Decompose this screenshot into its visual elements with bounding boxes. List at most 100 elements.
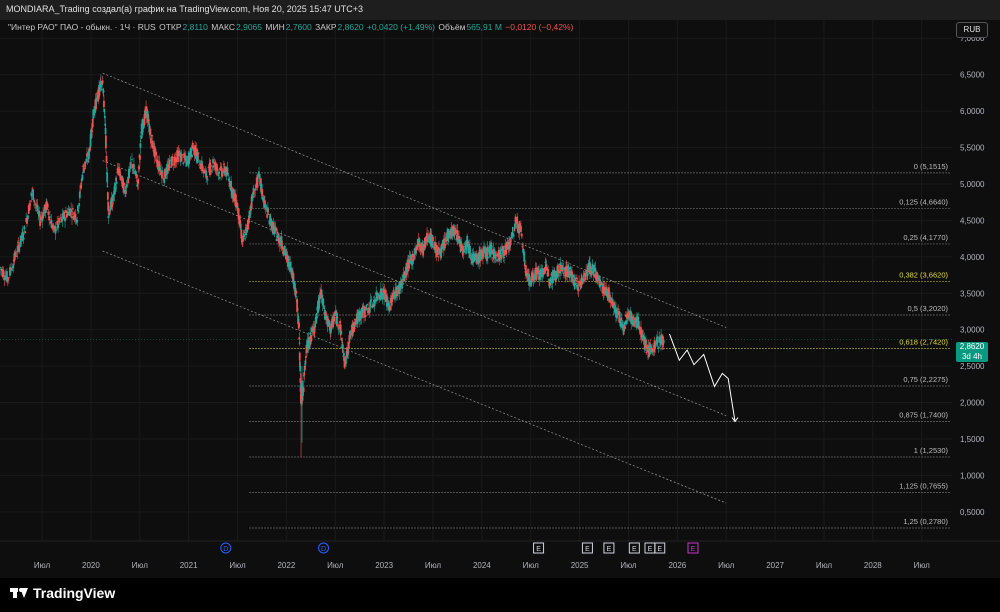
candle-body	[246, 220, 249, 228]
volume-label: Объём	[438, 22, 466, 32]
candle-body	[210, 171, 213, 172]
candle-body	[300, 387, 302, 403]
fib-label: 1,125 (0,7655)	[899, 482, 948, 491]
candle-body	[101, 84, 104, 86]
candle-body	[654, 343, 657, 347]
candle-body	[646, 349, 649, 352]
candle-body	[188, 154, 191, 161]
candle-body	[457, 236, 459, 241]
candle-body	[414, 247, 416, 255]
candle-body	[391, 295, 394, 302]
candle-body	[420, 245, 422, 251]
earnings-marker	[654, 542, 666, 554]
candle-body	[536, 275, 539, 277]
candle-body	[103, 100, 105, 108]
earnings-marker	[628, 542, 640, 554]
low-value: 2,7600	[285, 22, 312, 32]
candle-body	[32, 189, 35, 201]
candle-body	[462, 252, 465, 254]
candle-body	[389, 297, 392, 303]
candle-body	[623, 321, 626, 325]
candle-body	[562, 267, 565, 270]
y-tick-label: 7,0000	[960, 34, 985, 43]
candle-body	[494, 255, 497, 260]
candle-body	[457, 240, 460, 243]
candle-body	[624, 326, 627, 329]
candle-body	[267, 207, 269, 213]
candle-body	[582, 275, 585, 277]
candle-body	[609, 295, 611, 299]
candle-body	[522, 249, 525, 250]
candle-body	[338, 325, 341, 327]
candle-body	[34, 203, 37, 206]
candle-body	[265, 206, 268, 210]
candle-body	[4, 275, 7, 281]
channel-lines	[102, 72, 727, 504]
candle-body	[441, 245, 444, 248]
candle-body	[354, 319, 357, 321]
candle-body	[212, 159, 214, 164]
candle-body	[84, 162, 87, 164]
dividend-marker	[220, 542, 232, 554]
y-tick-label: 6,0000	[960, 107, 985, 116]
earnings-marker	[533, 542, 545, 554]
candle-body	[537, 270, 540, 273]
candle-body	[282, 252, 285, 256]
candle-body	[15, 255, 18, 257]
candle-body	[383, 292, 386, 300]
candle-body	[262, 197, 265, 203]
candle-body	[611, 298, 614, 307]
candle-body	[579, 283, 582, 284]
candle-body	[163, 178, 166, 183]
candle-body	[632, 317, 635, 319]
candle-body	[413, 253, 415, 258]
candle-body	[362, 308, 364, 313]
candle-body	[46, 203, 49, 208]
candle-body	[304, 360, 307, 363]
x-tick-label: 2026	[668, 561, 686, 570]
candle-body	[342, 355, 345, 357]
candle-body	[410, 256, 413, 266]
fib-label: 0,875 (1,7400)	[899, 410, 948, 419]
candle-body	[333, 317, 336, 322]
earnings-marker	[581, 542, 593, 554]
candle-body	[157, 160, 160, 169]
candle-body	[385, 294, 388, 303]
candle-body	[427, 240, 430, 242]
candle-body	[106, 172, 109, 183]
candle-body	[182, 162, 185, 164]
candle-body	[344, 356, 347, 359]
candle-body	[111, 202, 114, 207]
volume-change: −0,0120 (−0,42%)	[505, 22, 574, 32]
candle-body	[96, 92, 98, 94]
candle-body	[448, 233, 451, 237]
candle-body	[215, 164, 218, 170]
close-label: ЗАКР	[315, 22, 337, 32]
candle-body	[328, 320, 331, 326]
candle-body	[350, 333, 352, 335]
candle-body	[147, 119, 150, 121]
candle-body	[254, 188, 257, 191]
candle-body	[263, 200, 266, 204]
candle-body	[444, 243, 446, 249]
candle-body	[10, 267, 12, 271]
currency-button[interactable]: RUB	[956, 22, 988, 38]
candle-body	[299, 378, 302, 383]
chart-canvas[interactable]: 0 (5,1515) 0,125 (4,6640) 0,25 (4,1770) 0,3…	[0, 0, 1000, 578]
candle-body	[569, 266, 572, 270]
candle-body	[643, 337, 646, 345]
tradingview-brand[interactable]: TradingView	[10, 585, 115, 601]
candle-body	[439, 249, 442, 258]
close-value: 2,8620	[337, 22, 364, 32]
candle-body	[473, 254, 476, 256]
candle-body	[489, 250, 491, 257]
candle-body	[118, 168, 121, 176]
candle-body	[408, 259, 411, 269]
x-tick-label: Июл	[816, 561, 833, 570]
fib-label: 0,618 (2,7420)	[899, 337, 948, 346]
candle-body	[577, 289, 580, 292]
candle-body	[104, 128, 107, 135]
open-label: ОТКР	[159, 22, 182, 32]
candle-body	[295, 291, 298, 293]
chart-area[interactable]	[0, 20, 1000, 578]
